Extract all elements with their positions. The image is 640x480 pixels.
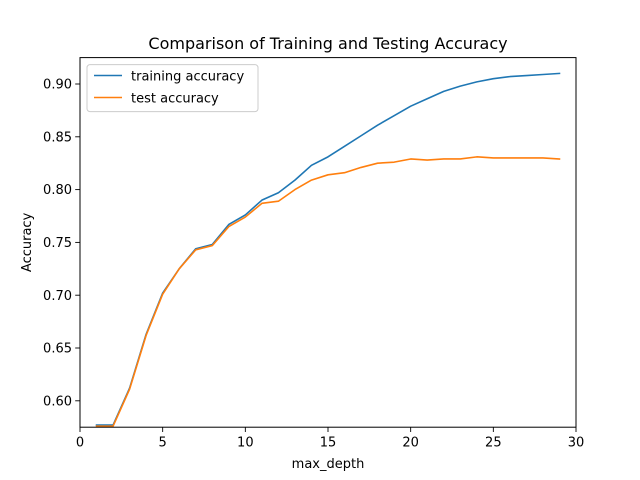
y-tick-label: 0.60 <box>43 394 72 409</box>
y-axis-label: Accuracy <box>20 212 35 272</box>
x-tick-label: 20 <box>402 436 419 451</box>
x-axis-label: max_depth <box>292 457 365 472</box>
series-line-test <box>95 156 561 427</box>
y-axis-ticks: 0.60 0.65 0.70 0.75 0.80 0.85 0.90 <box>43 78 80 409</box>
series-lines <box>95 72 561 427</box>
x-tick-label: 5 <box>159 436 167 451</box>
x-tick-label: 0 <box>76 436 84 451</box>
x-tick-label: 25 <box>485 436 502 451</box>
legend-label-test: test accuracy <box>131 92 219 107</box>
chart-title: Comparison of Training and Testing Accur… <box>148 34 507 53</box>
legend-label-training: training accuracy <box>131 70 244 85</box>
y-tick-label: 0.65 <box>43 342 72 357</box>
y-tick-label: 0.85 <box>43 130 72 145</box>
legend-box <box>86 64 259 113</box>
x-axis-ticks: 0 5 10 15 20 25 30 <box>76 427 584 451</box>
y-tick-label: 0.75 <box>43 236 72 251</box>
legend: training accuracy test accuracy <box>86 64 259 113</box>
y-tick-label: 0.90 <box>43 78 72 93</box>
y-tick-label: 0.80 <box>43 183 72 198</box>
x-tick-label: 15 <box>320 436 337 451</box>
y-tick-label: 0.70 <box>43 289 72 304</box>
x-tick-label: 30 <box>568 436 585 451</box>
x-tick-label: 10 <box>237 436 254 451</box>
